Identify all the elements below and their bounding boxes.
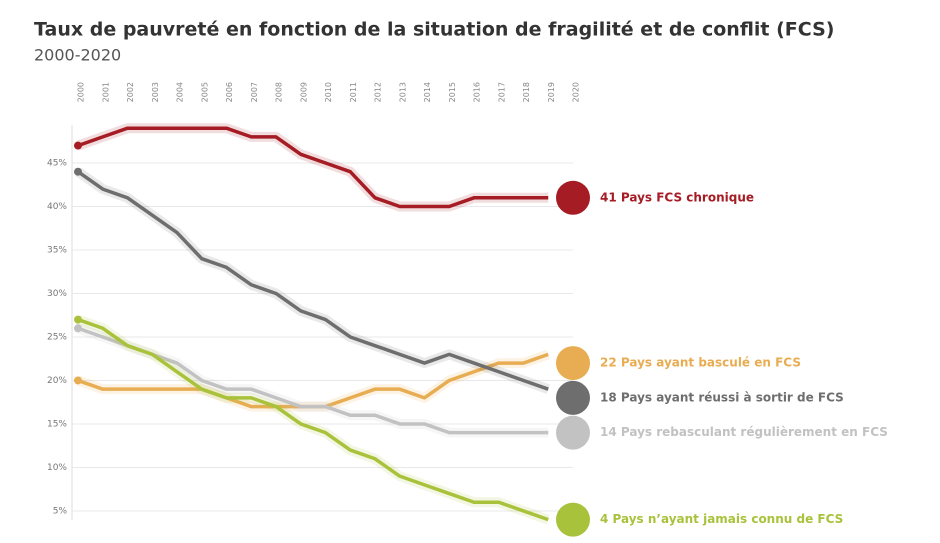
x-tick-label: 2013 xyxy=(398,82,407,102)
y-tick-label: 40% xyxy=(47,202,67,212)
series-label: 18 Pays ayant réussi à sortir de FCS xyxy=(600,390,844,404)
x-tick-label: 2010 xyxy=(324,82,333,102)
end-bubble xyxy=(556,380,590,415)
x-tick-label: 2014 xyxy=(423,82,432,102)
x-tick-label: 2002 xyxy=(126,82,135,102)
y-tick-label: 10% xyxy=(47,463,67,473)
x-tick-label: 2006 xyxy=(225,82,234,102)
x-tick-label: 2000 xyxy=(77,82,86,102)
start-dot xyxy=(74,141,82,150)
y-tick-label: 20% xyxy=(47,376,67,386)
x-tick-label: 2008 xyxy=(275,82,284,102)
x-tick-label: 2001 xyxy=(101,82,110,102)
start-dot xyxy=(74,324,82,333)
x-tick-label: 2004 xyxy=(176,82,185,102)
end-bubble xyxy=(556,415,590,450)
x-tick-label: 2018 xyxy=(522,82,531,102)
y-tick-label: 15% xyxy=(47,419,67,429)
line xyxy=(77,126,549,209)
line-halo xyxy=(76,314,550,525)
x-tick-label: 2020 xyxy=(572,82,581,102)
y-tick-label: 30% xyxy=(47,289,67,299)
chart-subtitle: 2000-2020 xyxy=(34,46,121,65)
series-label: 41 Pays FCS chronique xyxy=(600,190,754,204)
start-dot xyxy=(74,315,82,324)
x-tick-label: 2016 xyxy=(473,82,482,102)
y-tick-label: 5% xyxy=(53,506,68,516)
line xyxy=(77,317,549,522)
series-label: 14 Pays rebasculant régulièrement en FCS xyxy=(600,425,888,439)
x-tick-label: 2007 xyxy=(250,82,259,102)
start-dot xyxy=(74,376,82,385)
x-tick-label: 2003 xyxy=(151,82,160,102)
y-tick-label: 35% xyxy=(47,245,67,255)
line-halo xyxy=(76,123,549,212)
x-tick-label: 2015 xyxy=(448,82,457,102)
x-tick-label: 2019 xyxy=(547,82,556,102)
end-bubble xyxy=(556,180,590,215)
x-tick-label: 2017 xyxy=(497,82,506,102)
x-tick-label: 2012 xyxy=(374,82,383,102)
x-tick-label: 2005 xyxy=(200,82,209,102)
chart-title: Taux de pauvreté en fonction de la situa… xyxy=(34,19,834,41)
series-label: 4 Pays n’ayant jamais connu de FCS xyxy=(600,512,843,526)
y-tick-label: 25% xyxy=(47,332,67,342)
x-tick-label: 2011 xyxy=(349,82,358,102)
series-label: 22 Pays ayant basculé en FCS xyxy=(600,356,801,370)
end-bubble xyxy=(556,502,590,537)
line xyxy=(76,170,549,391)
y-tick-label: 45% xyxy=(47,158,67,168)
end-bubble xyxy=(556,346,590,381)
start-dot xyxy=(74,167,82,176)
x-tick-label: 2009 xyxy=(299,82,308,102)
